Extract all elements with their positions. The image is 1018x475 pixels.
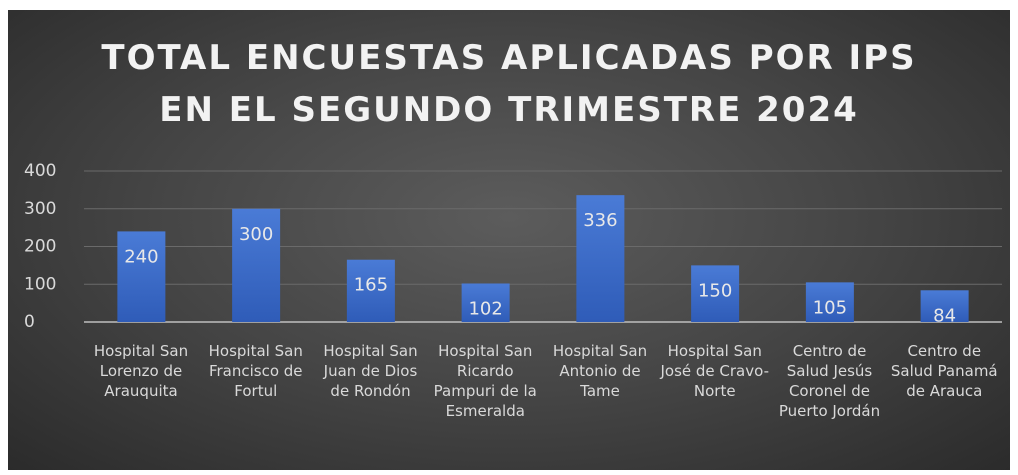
x-tick-label: Hospital San Francisco de Fortul — [208, 342, 303, 400]
title-wrap: TOTAL ENCUESTAS APLICADAS POR IPS EN EL … — [0, 32, 1018, 136]
bar — [691, 265, 740, 322]
bar — [346, 259, 395, 322]
y-tick-label: 200 — [24, 237, 56, 257]
y-tick-label: 300 — [24, 199, 56, 219]
value-label: 84 — [933, 305, 956, 326]
value-label: 102 — [468, 298, 502, 319]
value-label: 240 — [124, 246, 158, 267]
x-tick-label: Centro de Salud Jesús Coronel de Puerto … — [778, 342, 881, 420]
value-label: 336 — [583, 210, 617, 231]
chart-background — [8, 10, 1010, 470]
x-tick-label: Hospital San Lorenzo de Arauquita — [93, 342, 189, 400]
bar — [461, 283, 510, 322]
value-label: 105 — [813, 297, 847, 318]
bar — [232, 208, 281, 322]
bar — [805, 282, 854, 322]
bar — [117, 231, 166, 322]
y-tick-label: 0 — [24, 312, 35, 332]
bar — [576, 195, 625, 322]
chart-title: TOTAL ENCUESTAS APLICADAS POR IPS EN EL … — [101, 38, 917, 130]
value-label: 150 — [698, 280, 732, 301]
x-tick-label: Hospital San Antonio de Tame — [552, 342, 648, 400]
bar — [920, 290, 969, 322]
y-tick-label: 100 — [24, 274, 56, 294]
x-tick-label: Centro de Salud Panamá de Arauca — [890, 342, 998, 400]
x-tick-label: Hospital San Ricardo Pampuri de la Esmer… — [433, 342, 537, 420]
x-tick-label: Hospital San José de Cravo-Norte — [660, 342, 769, 400]
y-tick-label: 400 — [24, 161, 56, 181]
value-label: 165 — [354, 275, 388, 296]
x-tick-label: Hospital San Juan de Dios de Rondón — [323, 342, 418, 400]
value-label: 300 — [239, 224, 273, 245]
